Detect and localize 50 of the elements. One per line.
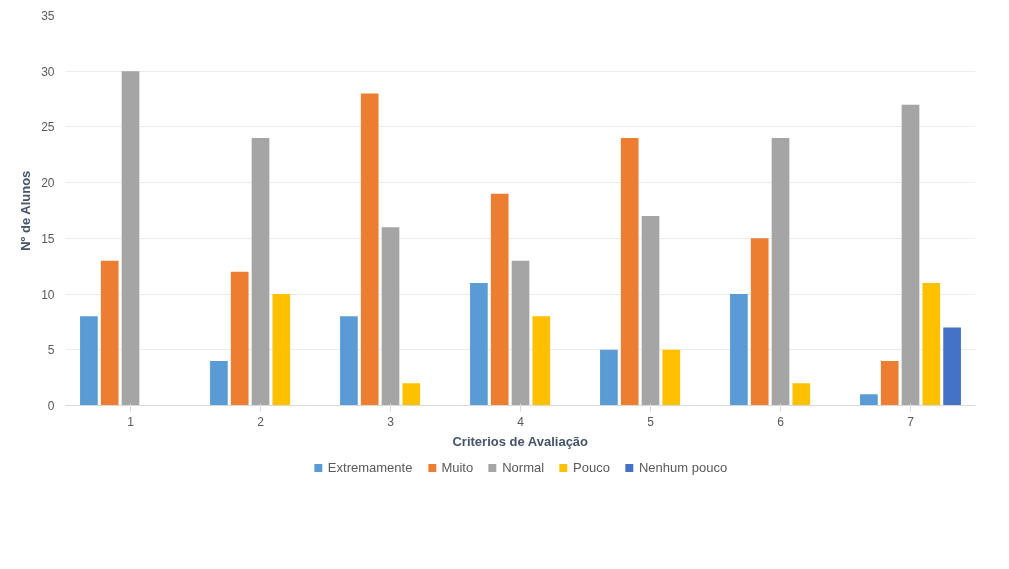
legend-label: Pouco [573,459,610,475]
y-tick-label: 10 [41,287,55,302]
bar [381,227,400,406]
bar [860,394,878,406]
bar [100,260,119,406]
bar [490,193,509,406]
x-tick-label: 7 [907,414,915,429]
legend-label: Normal [502,459,545,475]
bar [532,316,551,406]
bar [470,282,488,406]
bar [901,104,920,406]
bar [771,138,790,406]
bar [402,383,421,406]
legend-label: Nenhum pouco [638,459,728,475]
bar [80,316,98,406]
bar [662,349,681,406]
y-tick-label: 0 [47,399,55,413]
bar [121,71,140,406]
bar [272,294,291,406]
x-axis-title: Criterios de Avaliação [452,433,589,449]
bar [360,93,379,406]
bar [880,360,899,406]
bar [620,138,639,406]
bar [230,271,249,406]
bar [792,383,811,406]
bar [641,216,660,406]
bar [251,138,270,406]
bar [210,360,228,406]
y-axis-title: Nº de Alunos [18,170,34,251]
x-tick-label: 5 [647,414,655,429]
bar [511,260,530,406]
x-tick-label: 4 [517,414,525,429]
bar [943,327,961,406]
x-tick-label: 1 [127,414,135,429]
x-tick-label: 2 [257,414,265,429]
y-tick-label: 15 [41,231,55,246]
y-tick-label: 30 [41,64,55,79]
x-tick-label: 3 [387,414,395,429]
bar [730,294,748,406]
x-tick-label: 6 [777,414,785,429]
y-tick-label: 35 [41,9,55,23]
y-tick-label: 5 [47,343,55,358]
y-tick-label: 25 [41,120,55,135]
bar [600,349,618,406]
y-tick-label: 20 [41,176,55,191]
legend-label: Extremamente [327,459,413,475]
bar [340,316,358,406]
legend-label: Muito [441,459,474,475]
bar [922,282,941,406]
bar [750,238,769,406]
